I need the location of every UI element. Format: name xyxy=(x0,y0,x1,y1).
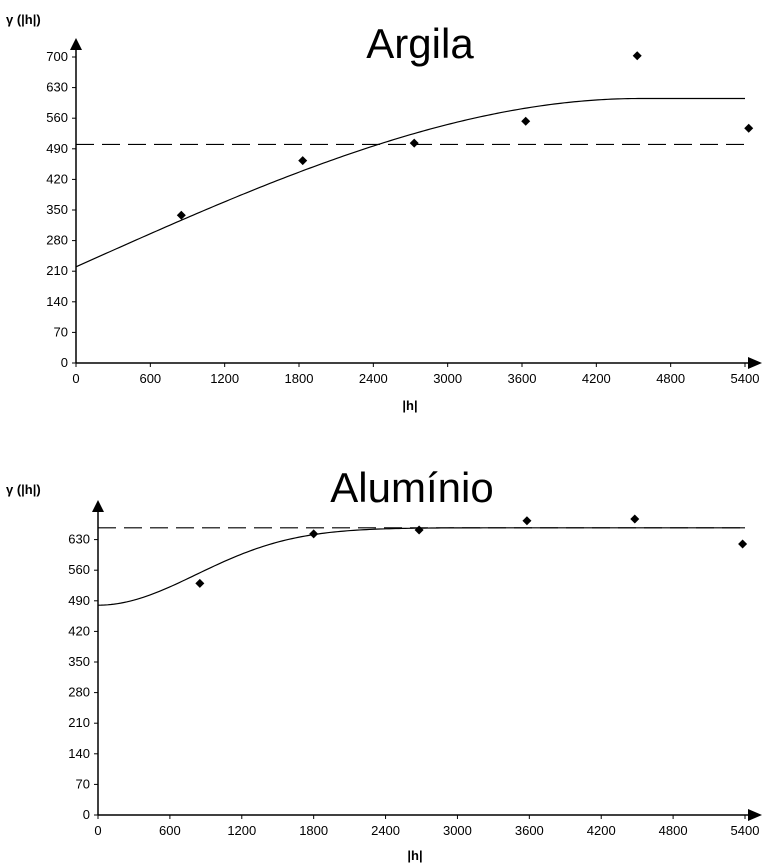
x-axis-title: |h| xyxy=(402,398,417,413)
data-point xyxy=(744,123,754,133)
y-tick-label: 560 xyxy=(68,562,90,577)
x-tick-label: 3600 xyxy=(515,823,544,838)
tick-labels: 0 70 140 210 280 350 420 490 560 630 0 600 1200 1800 2… xyxy=(68,532,759,838)
data-points xyxy=(176,51,754,220)
data-point xyxy=(414,525,424,535)
x-tick-label: 5400 xyxy=(731,371,760,386)
y-tick-label: 420 xyxy=(68,623,90,638)
x-tick-label: 5400 xyxy=(731,823,760,838)
data-point xyxy=(521,116,531,126)
x-tick-label: 600 xyxy=(139,371,161,386)
y-tick-label: 350 xyxy=(46,202,68,217)
x-tick-label: 1800 xyxy=(299,823,328,838)
tick-labels: 0 70 140 210 280 350 420 490 560 630 700 0 600 1200 18… xyxy=(46,49,759,386)
argila-variogram-chart: Argila γ (|h|) |h| 0 70 140 210 280 350 420 490… xyxy=(6,12,762,413)
data-point xyxy=(738,539,748,549)
y-axis-arrow xyxy=(92,500,104,512)
x-tick-label: 4800 xyxy=(656,371,685,386)
x-tick-label: 4200 xyxy=(587,823,616,838)
y-tick-label: 70 xyxy=(76,776,90,791)
x-tick-label: 4800 xyxy=(659,823,688,838)
data-point xyxy=(522,516,532,526)
axes xyxy=(70,38,762,369)
y-tick-label: 0 xyxy=(61,355,68,370)
model-curve xyxy=(97,527,745,606)
y-tick-label: 420 xyxy=(46,171,68,186)
model-curve xyxy=(75,97,745,268)
x-tick-label: 1800 xyxy=(285,371,314,386)
y-tick-label: 0 xyxy=(83,807,90,822)
y-axis-arrow xyxy=(70,38,82,50)
y-tick-label: 700 xyxy=(46,49,68,64)
x-axis-title: |h| xyxy=(407,848,422,863)
data-point xyxy=(632,51,642,61)
y-axis-title: γ (|h|) xyxy=(6,12,41,27)
x-tick-label: 600 xyxy=(159,823,181,838)
axes xyxy=(92,500,762,821)
data-point xyxy=(309,529,319,539)
y-tick-label: 350 xyxy=(68,654,90,669)
y-tick-label: 560 xyxy=(46,110,68,125)
data-point xyxy=(195,578,205,588)
variogram-model-line xyxy=(75,97,745,268)
data-point xyxy=(176,210,186,220)
y-axis-title: γ (|h|) xyxy=(6,482,41,497)
x-axis-arrow xyxy=(748,357,762,369)
data-point xyxy=(409,138,419,148)
x-tick-label: 2400 xyxy=(371,823,400,838)
x-tick-label: 3600 xyxy=(508,371,537,386)
y-tick-label: 140 xyxy=(46,294,68,309)
y-tick-label: 490 xyxy=(68,593,90,608)
x-tick-label: 1200 xyxy=(227,823,256,838)
x-tick-label: 0 xyxy=(72,371,79,386)
x-tick-label: 3000 xyxy=(433,371,462,386)
x-tick-label: 3000 xyxy=(443,823,472,838)
y-tick-label: 70 xyxy=(54,324,68,339)
y-tick-label: 210 xyxy=(46,263,68,278)
chart-title: Argila xyxy=(366,20,474,67)
y-tick-label: 280 xyxy=(68,685,90,700)
aluminio-variogram-chart: Alumínio γ (|h|) |h| 0 70 140 210 280 350 420 4… xyxy=(6,464,762,863)
y-tick-label: 630 xyxy=(46,80,68,95)
y-tick-label: 490 xyxy=(46,141,68,156)
y-tick-label: 140 xyxy=(68,746,90,761)
data-point xyxy=(298,156,308,166)
x-axis-arrow xyxy=(748,809,762,821)
x-tick-label: 0 xyxy=(94,823,101,838)
y-tick-label: 210 xyxy=(68,715,90,730)
chart-title: Alumínio xyxy=(330,464,493,511)
variogram-model-line xyxy=(97,527,745,606)
data-points xyxy=(195,514,748,588)
x-tick-label: 4200 xyxy=(582,371,611,386)
data-point xyxy=(630,514,640,524)
x-tick-label: 2400 xyxy=(359,371,388,386)
x-tick-label: 1200 xyxy=(210,371,239,386)
y-tick-label: 630 xyxy=(68,532,90,547)
y-tick-label: 280 xyxy=(46,233,68,248)
